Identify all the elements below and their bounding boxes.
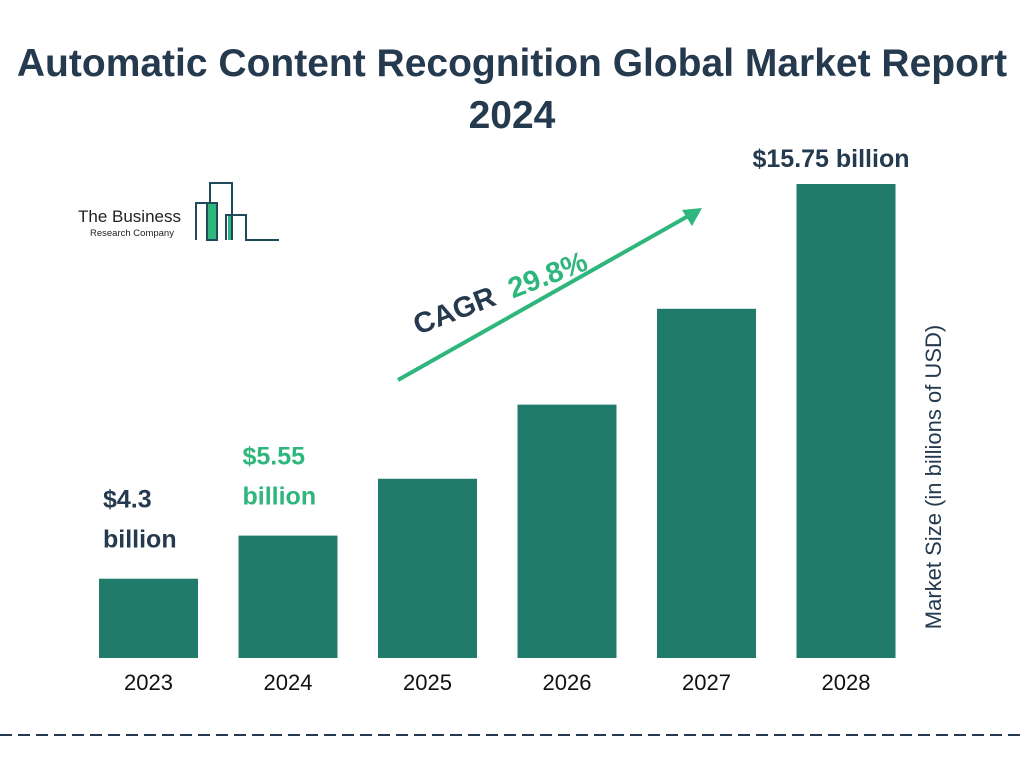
- cagr-prefix: CAGR: [409, 281, 500, 341]
- data-label-2023: $4.3 billion: [103, 486, 177, 554]
- bar-2028: [796, 184, 896, 658]
- chart-title: Automatic Content Recognition Global Mar…: [16, 42, 1008, 137]
- bar-2026: [517, 404, 617, 658]
- bar-2027: [657, 308, 756, 658]
- logo-text-line2: Research Company: [90, 228, 174, 239]
- bar-2023: [99, 578, 198, 658]
- x-tick-2025: 2025: [403, 670, 452, 695]
- x-tick-2024: 2024: [264, 670, 313, 695]
- y-axis-label: Market Size (in billions of USD): [921, 325, 946, 629]
- cagr-annotation: CAGR 29.8%: [397, 208, 702, 382]
- bar-2024: [238, 535, 338, 658]
- data-label-2024: $5.55 billion: [243, 443, 317, 511]
- x-tick-2028: 2028: [822, 670, 871, 695]
- x-tick-2027: 2027: [682, 670, 731, 695]
- x-tick-2026: 2026: [543, 670, 592, 695]
- svg-text:CAGR 29.8%: CAGR 29.8%: [409, 246, 592, 342]
- arrow-head-icon: [682, 208, 702, 226]
- logo-text-line1: The Business: [78, 207, 181, 226]
- data-label-2028: $15.75 billion: [752, 145, 909, 173]
- bar-2025: [378, 478, 477, 658]
- logo: The Business Research Company: [78, 182, 279, 241]
- x-tick-2023: 2023: [124, 670, 173, 695]
